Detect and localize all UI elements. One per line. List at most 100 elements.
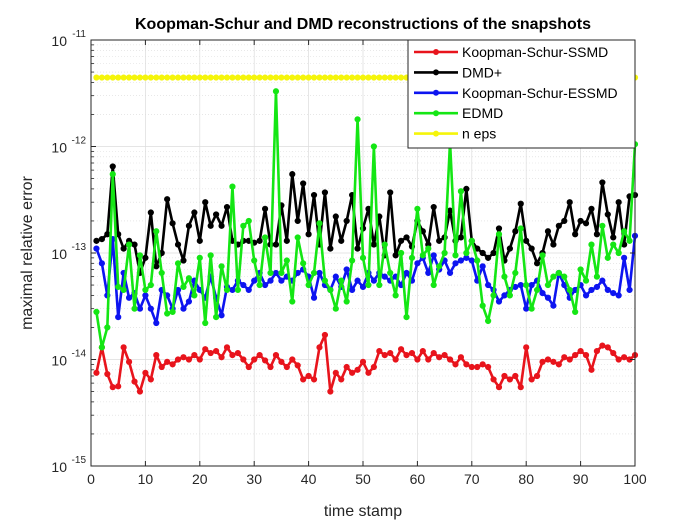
data-point <box>196 74 203 81</box>
legend-entry-label: n eps <box>462 126 496 142</box>
data-point <box>207 74 214 81</box>
data-point <box>321 331 329 339</box>
data-point <box>370 74 377 81</box>
data-point <box>599 179 606 186</box>
data-point <box>582 292 590 299</box>
data-point <box>294 362 301 369</box>
data-point <box>272 269 280 277</box>
x-tick-label: 90 <box>573 471 589 487</box>
data-point <box>474 363 481 371</box>
data-point <box>512 269 519 277</box>
data-point <box>164 310 171 317</box>
data-point <box>321 277 329 284</box>
data-point <box>528 376 535 383</box>
data-point <box>316 344 323 351</box>
series-line <box>95 89 637 349</box>
data-point <box>185 222 193 229</box>
data-point <box>457 234 465 241</box>
data-point <box>561 217 568 225</box>
data-point <box>577 266 584 273</box>
data-point <box>566 286 573 294</box>
data-point <box>240 222 247 229</box>
data-point <box>604 344 611 351</box>
data-point <box>180 257 187 264</box>
data-point <box>213 211 220 218</box>
data-point <box>349 257 356 264</box>
data-point <box>555 222 562 229</box>
data-point <box>327 388 334 395</box>
data-point <box>305 281 312 289</box>
data-point <box>441 249 448 257</box>
data-point <box>392 356 399 363</box>
data-point <box>196 356 203 363</box>
data-point <box>397 346 405 353</box>
data-point <box>245 286 252 294</box>
data-point <box>621 354 628 361</box>
y-tick-label: 10 <box>51 353 67 369</box>
data-point <box>523 344 530 351</box>
data-point <box>338 376 345 383</box>
y-tick-label: 10 <box>51 33 67 49</box>
data-point <box>229 183 236 190</box>
data-point <box>512 228 519 235</box>
data-point <box>267 74 274 81</box>
data-point <box>245 363 252 371</box>
data-point <box>495 384 503 391</box>
data-point <box>599 222 606 229</box>
data-point <box>218 263 225 270</box>
data-point <box>207 252 214 259</box>
data-point <box>218 74 225 81</box>
data-point <box>164 196 171 203</box>
data-point <box>566 199 573 206</box>
data-point <box>294 74 301 81</box>
data-point <box>626 286 633 294</box>
data-point <box>332 369 339 376</box>
data-point <box>136 388 144 395</box>
x-tick-label: 10 <box>138 471 154 487</box>
data-point <box>550 302 557 309</box>
data-point <box>501 372 508 380</box>
data-point <box>278 269 285 277</box>
data-point <box>125 294 133 301</box>
data-point <box>544 294 552 301</box>
data-point <box>272 241 280 248</box>
data-point <box>588 205 595 212</box>
data-point <box>430 252 437 259</box>
data-point <box>229 286 236 294</box>
y-tick-label: 10 <box>51 246 67 262</box>
data-point <box>479 302 486 309</box>
data-point <box>414 356 421 363</box>
data-point <box>523 281 530 289</box>
y-tick-label: 10 <box>51 459 67 475</box>
data-point <box>321 189 329 196</box>
data-point <box>425 269 432 277</box>
y-tick-exponent: -15 <box>72 455 87 466</box>
data-point <box>180 305 187 312</box>
data-point <box>256 351 263 359</box>
data-point <box>153 228 160 235</box>
data-point <box>425 356 432 363</box>
data-point <box>327 245 334 252</box>
data-point <box>343 363 350 371</box>
x-tick-label: 0 <box>87 471 95 487</box>
data-point <box>343 74 350 81</box>
data-point <box>109 163 116 170</box>
legend-swatch-marker <box>433 110 439 117</box>
data-point <box>223 286 231 294</box>
data-point <box>332 213 339 220</box>
data-point <box>180 74 187 81</box>
data-point <box>278 277 285 284</box>
data-point <box>468 363 475 371</box>
data-point <box>272 74 280 81</box>
data-point <box>223 74 231 81</box>
data-point <box>191 351 198 359</box>
data-point <box>109 74 116 81</box>
data-point <box>349 369 356 376</box>
data-point <box>169 220 176 227</box>
data-point <box>256 237 263 244</box>
data-point <box>300 260 307 267</box>
data-point <box>387 189 394 196</box>
data-point <box>267 269 274 277</box>
data-point <box>550 273 557 280</box>
data-point <box>354 74 361 81</box>
